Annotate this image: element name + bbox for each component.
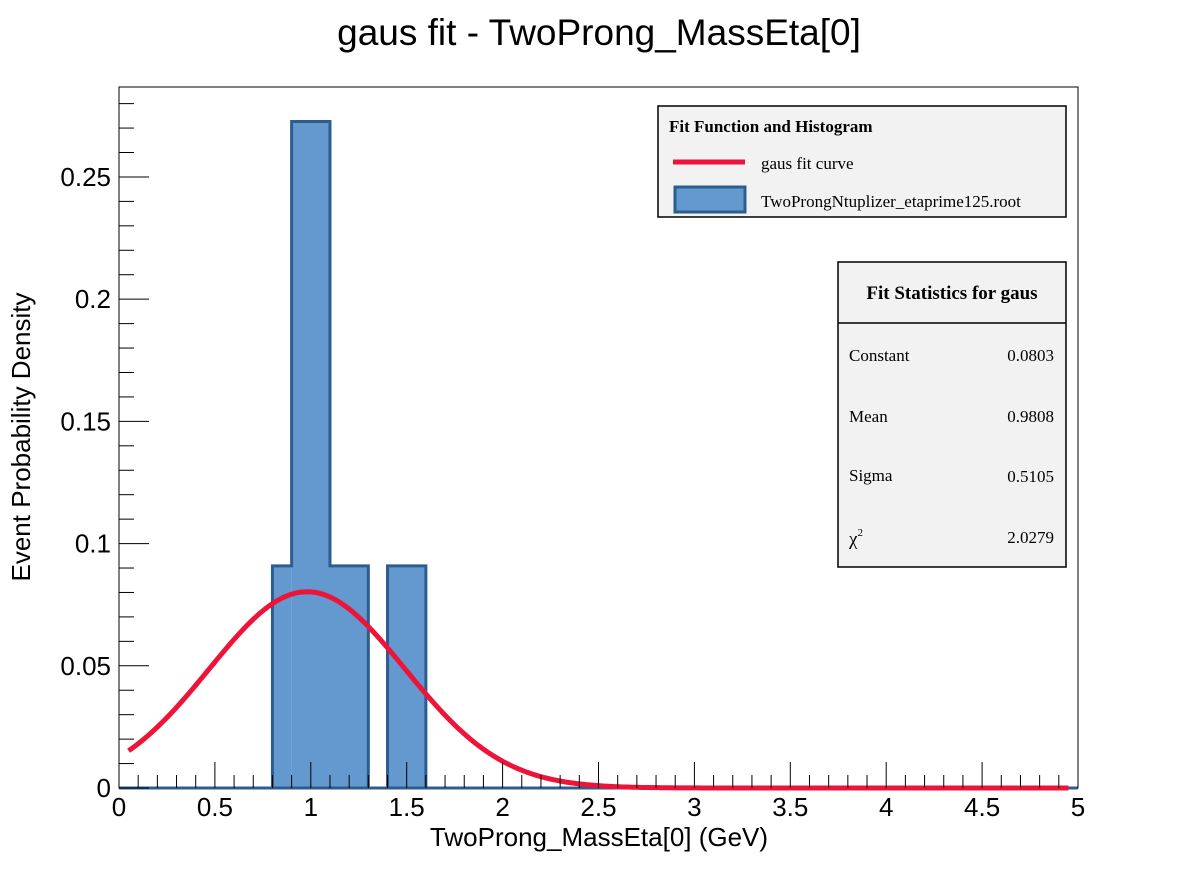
histogram-bar xyxy=(272,565,292,788)
x-tick-label: 2 xyxy=(495,792,509,822)
y-tick-label: 0.15 xyxy=(60,406,111,436)
x-tick-label: 3.5 xyxy=(772,792,808,822)
x-axis-label: TwoProng_MassEta[0] (GeV) xyxy=(430,822,768,852)
x-tick-labels: 0 0.5 1 1.5 2 2.5 3 3.5 4 4.5 5 xyxy=(112,792,1085,822)
stats-value-constant: 0.0803 xyxy=(1007,346,1054,365)
x-tick-label: 0 xyxy=(112,792,126,822)
x-tick-label: 5 xyxy=(1071,792,1085,822)
y-tick-label: 0.2 xyxy=(75,284,111,314)
axis-ticks xyxy=(118,103,1079,789)
stats-title: Fit Statistics for gaus xyxy=(866,283,1037,304)
x-tick-label: 4.5 xyxy=(964,792,1000,822)
legend-hist-swatch xyxy=(673,185,747,214)
histogram-outline xyxy=(270,119,428,790)
legend: Fit Function and Histogram gaus fit curv… xyxy=(657,105,1067,218)
stats-value-sigma: 0.5105 xyxy=(1007,467,1054,486)
stats-label-chi2: χ2 xyxy=(848,527,863,550)
x-tick-label: 1 xyxy=(304,792,318,822)
legend-fit-label: gaus fit curve xyxy=(761,154,854,173)
legend-hist-label: TwoProngNtuplizer_etaprime125.root xyxy=(761,192,1021,211)
stats-label-mean: Mean xyxy=(849,407,888,426)
fit-curve xyxy=(127,589,1069,791)
x-tick-label: 4 xyxy=(879,792,893,822)
stats-label-sigma: Sigma xyxy=(849,466,893,485)
stats-label-chi: χ xyxy=(848,529,858,550)
y-tick-labels: 0 0.05 0.1 0.15 0.2 0.25 xyxy=(60,162,111,803)
stats-label-chi-sup: 2 xyxy=(857,527,863,539)
fit-stats-box: Fit Statistics for gaus Constant 0.0803 … xyxy=(837,261,1067,568)
histogram-bar xyxy=(387,565,426,788)
y-tick-label: 0.05 xyxy=(60,651,111,681)
histogram-bar xyxy=(291,121,330,789)
x-tick-label: 0.5 xyxy=(197,792,233,822)
x-tick-label: 3 xyxy=(687,792,701,822)
stats-value-chi2: 2.0279 xyxy=(1007,528,1054,547)
x-tick-label: 2.5 xyxy=(580,792,616,822)
fit-curve-layer xyxy=(127,589,1069,791)
x-tick-label: 1.5 xyxy=(389,792,425,822)
stats-label-constant: Constant xyxy=(849,346,910,365)
chart-title: gaus fit - TwoProng_MassEta[0] xyxy=(337,12,861,53)
legend-title: Fit Function and Histogram xyxy=(669,117,873,136)
y-tick-label: 0.25 xyxy=(60,162,111,192)
y-axis-label: Event Probability Density xyxy=(6,292,36,581)
stats-value-mean: 0.9808 xyxy=(1007,407,1054,426)
y-tick-label: 0.1 xyxy=(75,529,111,559)
y-tick-label: 0 xyxy=(97,773,111,803)
